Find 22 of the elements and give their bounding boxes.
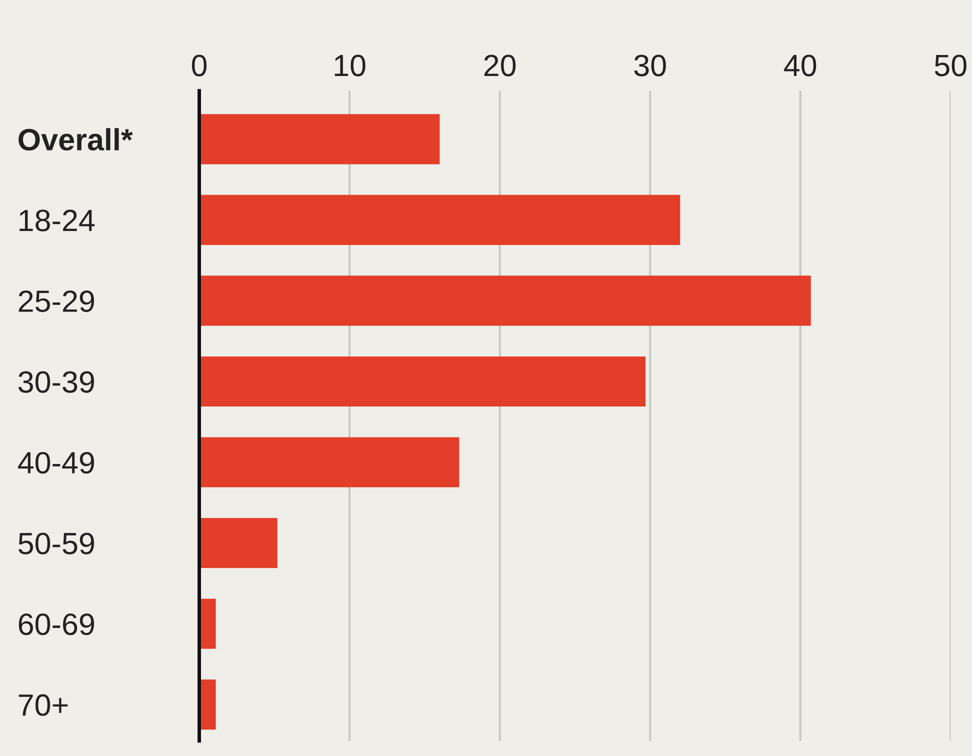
x-tick-label: 50 xyxy=(934,54,966,76)
x-tick-label: 30 xyxy=(634,54,666,76)
y-tick-label: 70+ xyxy=(18,694,68,716)
bar xyxy=(199,680,216,730)
y-tick-label: Overall* xyxy=(18,128,133,151)
x-tick-label: 20 xyxy=(484,54,516,76)
x-tick-label: 10 xyxy=(334,54,366,76)
y-tick-label: 25-29 xyxy=(18,290,94,312)
x-tick-label: 0 xyxy=(192,54,207,76)
x-tick-label: 40 xyxy=(784,54,816,76)
y-tick-label: 60-69 xyxy=(18,614,94,636)
bar xyxy=(199,114,440,164)
bar xyxy=(199,518,278,568)
y-tick-label: 30-39 xyxy=(18,371,94,393)
bar xyxy=(199,598,216,649)
bar xyxy=(199,194,680,245)
bar xyxy=(199,276,811,326)
y-tick-label: 50-59 xyxy=(18,532,94,554)
y-tick-label: 40-49 xyxy=(18,452,94,474)
bar xyxy=(199,356,646,407)
bar xyxy=(199,437,460,488)
y-tick-label: 18-24 xyxy=(20,210,95,232)
